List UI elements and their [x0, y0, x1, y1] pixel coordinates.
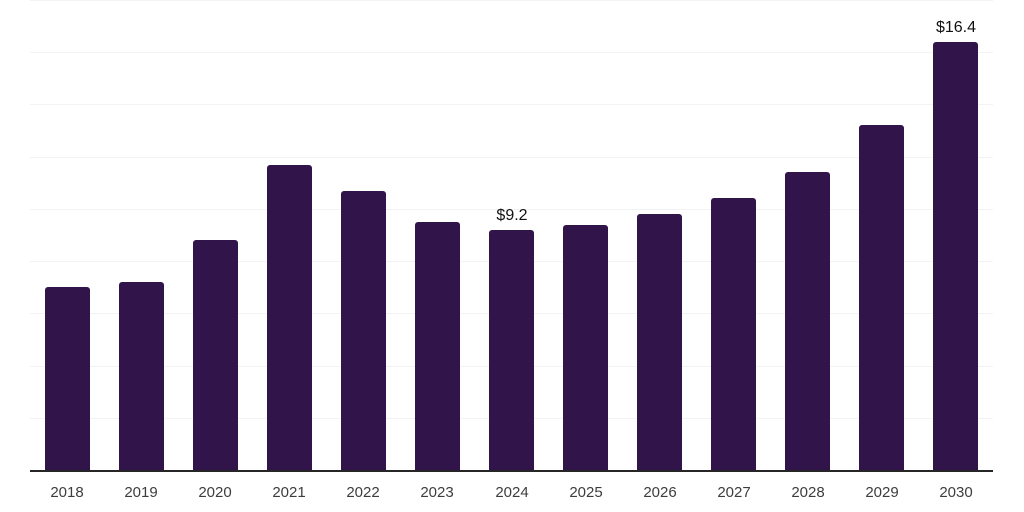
x-tick-label-2024: 2024: [495, 484, 529, 501]
bar-2018: [45, 287, 90, 470]
bar-value-label-2024: $9.2: [496, 207, 528, 224]
gridline: [30, 157, 993, 158]
gridline: [30, 104, 993, 105]
x-tick-label-2025: 2025: [569, 484, 603, 501]
x-tick-label-2022: 2022: [346, 484, 380, 501]
x-tick-label-2018: 2018: [50, 484, 84, 501]
bar-2029: [859, 125, 904, 470]
x-tick-label-2023: 2023: [420, 484, 454, 501]
plot-area: $9.2 $16.4: [30, 0, 993, 472]
x-tick-label-2027: 2027: [717, 484, 751, 501]
bar-2026: [637, 214, 682, 470]
gridline: [30, 0, 993, 1]
bar-2019: [119, 282, 164, 470]
bar-2021: [267, 165, 312, 470]
bar-2028: [785, 172, 830, 470]
bar-2027: [711, 198, 756, 470]
x-tick-label-2026: 2026: [643, 484, 677, 501]
bar-value-label-2030: $16.4: [935, 19, 977, 36]
x-tick-label-2030: 2030: [939, 484, 973, 501]
gridline: [30, 209, 993, 210]
bar-2020: [193, 240, 238, 470]
bar-2024: [489, 230, 534, 470]
bar-2025: [563, 225, 608, 470]
x-axis-labels: 2018 2019 2020 2021 2022 2023 2024 2025 2026 2027…: [30, 472, 993, 512]
bar-2030: [933, 42, 978, 470]
x-tick-label-2019: 2019: [124, 484, 158, 501]
bar-2022: [341, 191, 386, 470]
bar-2023: [415, 222, 460, 470]
x-tick-label-2029: 2029: [865, 484, 899, 501]
x-tick-label-2020: 2020: [198, 484, 232, 501]
gridline: [30, 52, 993, 53]
x-tick-label-2028: 2028: [791, 484, 825, 501]
x-tick-label-2021: 2021: [272, 484, 306, 501]
